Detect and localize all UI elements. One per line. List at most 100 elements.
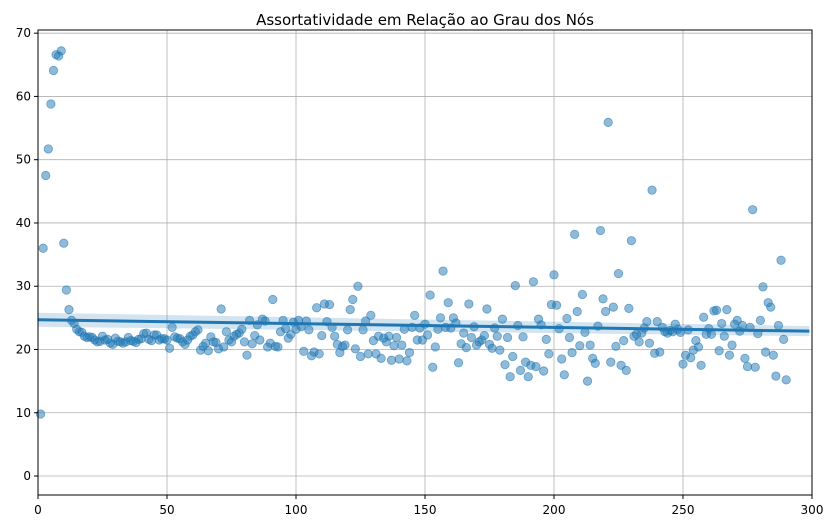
data-point <box>724 350 735 360</box>
data-point <box>611 341 621 351</box>
data-point <box>760 347 771 357</box>
data-point <box>443 298 453 308</box>
y-tick-label: 30 <box>16 279 31 293</box>
data-point <box>56 46 66 56</box>
data-point <box>603 117 613 127</box>
data-point <box>219 342 229 352</box>
y-tick-label: 0 <box>23 469 31 483</box>
data-point <box>608 302 618 312</box>
data-point <box>492 331 502 341</box>
data-point <box>479 330 489 341</box>
data-point <box>598 294 608 304</box>
data-point <box>482 304 492 314</box>
data-point <box>394 354 404 364</box>
data-point <box>619 336 629 346</box>
data-point <box>342 325 353 335</box>
data-point <box>572 306 582 317</box>
data-point <box>686 353 696 363</box>
data-point <box>247 339 257 349</box>
data-point <box>577 289 587 300</box>
data-point <box>758 282 768 292</box>
data-point <box>46 99 56 109</box>
data-point <box>59 238 69 248</box>
data-point <box>742 361 753 372</box>
data-point <box>410 310 420 320</box>
data-point <box>487 343 497 353</box>
data-point <box>438 266 448 276</box>
data-point <box>570 229 580 239</box>
data-point <box>559 370 569 380</box>
data-point <box>613 268 624 279</box>
data-point <box>340 340 350 350</box>
data-point <box>330 331 340 341</box>
data-point <box>523 372 533 382</box>
grid <box>37 30 813 495</box>
data-point <box>389 341 399 351</box>
data-point <box>430 342 440 352</box>
data-point <box>719 331 729 341</box>
y-tick-label: 70 <box>16 26 31 40</box>
data-point <box>531 361 541 372</box>
data-point <box>750 362 760 372</box>
data-point <box>397 340 407 350</box>
data-point <box>350 344 360 354</box>
data-point <box>193 325 203 335</box>
data-point <box>714 346 724 356</box>
data-point <box>575 341 585 351</box>
data-point <box>541 334 551 344</box>
data-point <box>766 302 776 312</box>
data-point <box>621 365 631 375</box>
y-tick-label: 50 <box>16 153 31 167</box>
data-point <box>642 317 652 327</box>
data-point <box>580 327 590 338</box>
data-point <box>268 294 278 305</box>
data-point <box>502 332 513 343</box>
data-point <box>582 376 593 386</box>
data-point <box>428 362 438 372</box>
data-point <box>564 332 575 343</box>
data-point <box>358 325 368 335</box>
data-point <box>324 299 335 310</box>
x-tick-label: 100 <box>285 503 308 517</box>
data-point <box>461 342 471 353</box>
data-point <box>740 353 750 363</box>
data-point <box>203 346 213 356</box>
data-point <box>386 355 397 365</box>
data-point <box>38 243 48 253</box>
x-tick-label: 300 <box>801 503 824 517</box>
data-point <box>216 304 226 314</box>
axis-ticks: 0 50 100 150 200 250 300 0 10 20 30 40 50 60 70 <box>16 26 824 517</box>
data-point <box>779 334 789 344</box>
data-point <box>706 329 716 339</box>
x-tick-label: 200 <box>543 503 566 517</box>
data-point <box>273 342 283 352</box>
data-point <box>693 342 704 352</box>
x-tick-label: 150 <box>414 503 437 517</box>
data-point <box>722 305 732 315</box>
data-point <box>384 331 394 341</box>
data-point <box>696 360 706 370</box>
y-tick-label: 20 <box>16 342 31 356</box>
x-tick-label: 250 <box>672 503 695 517</box>
data-point <box>711 305 722 315</box>
data-point <box>345 305 355 315</box>
y-tick-label: 10 <box>16 406 31 420</box>
data-point <box>590 358 600 369</box>
data-point <box>237 324 247 334</box>
data-point <box>162 335 172 345</box>
data-point <box>562 313 572 324</box>
data-point <box>453 358 464 368</box>
regression-line-layer <box>37 318 810 333</box>
data-point <box>624 303 634 313</box>
data-point <box>647 185 657 195</box>
data-point <box>755 315 766 325</box>
data-point <box>737 320 747 331</box>
data-point <box>41 170 51 181</box>
chart-title: Assortatividade em Relação ao Grau dos N… <box>256 11 594 29</box>
data-point <box>505 372 515 382</box>
data-point <box>771 371 781 381</box>
data-point <box>363 349 373 359</box>
data-point <box>376 353 386 363</box>
data-point <box>239 337 249 347</box>
